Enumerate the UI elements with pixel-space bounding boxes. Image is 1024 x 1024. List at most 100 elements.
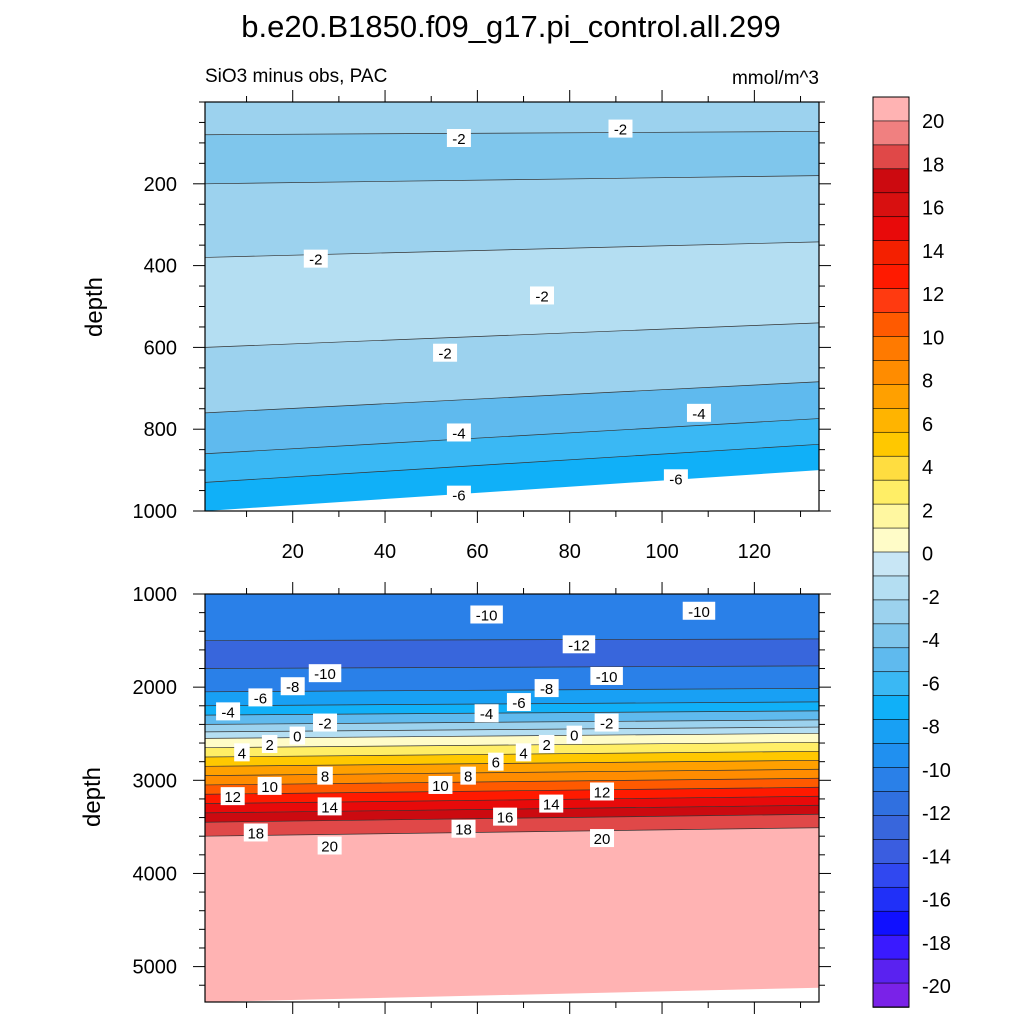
colorbar-swatch — [872, 599, 910, 625]
y-tick-label: 800 — [144, 419, 177, 441]
contour-label: -2 — [594, 713, 619, 733]
svg-text:8: 8 — [464, 769, 472, 786]
contour-label: 4 — [515, 743, 532, 762]
contour-line — [205, 665, 819, 669]
svg-text:2: 2 — [542, 737, 550, 754]
svg-text:-4: -4 — [452, 425, 465, 442]
svg-text:-6: -6 — [452, 488, 465, 505]
contour-label: 20 — [317, 836, 342, 856]
svg-text:-6: -6 — [254, 690, 267, 707]
contour-label: -4 — [474, 704, 499, 723]
colorbar-swatch — [872, 791, 910, 817]
svg-text:2: 2 — [265, 737, 273, 754]
colorbar-swatch — [872, 96, 910, 122]
colorbar-swatch — [872, 336, 910, 362]
contour-band — [205, 418, 819, 483]
contour-line — [205, 750, 819, 758]
colorbar-label: 0 — [922, 544, 933, 566]
y-tick-label: 5000 — [133, 957, 178, 979]
contour-band — [205, 594, 819, 641]
contour-label: -10 — [682, 601, 716, 621]
colorbar: 20181614121086420-2-4-6-8-10-12-14-16-18… — [872, 96, 951, 1008]
lower-panel: -10 -10-12-10 -10-8 -8-6 -6-4 -4-2 -20 02 24 468 8… — [133, 582, 831, 1014]
svg-text:-8: -8 — [286, 679, 299, 696]
svg-text:-4: -4 — [221, 704, 234, 721]
svg-text:10: 10 — [261, 779, 278, 796]
svg-text:-2: -2 — [614, 122, 627, 139]
svg-text:-6: -6 — [669, 471, 682, 488]
svg-text:4: 4 — [519, 745, 527, 762]
colorbar-label: 16 — [922, 198, 944, 220]
contour-line — [205, 786, 819, 795]
contour-line — [205, 777, 819, 786]
svg-text:-2: -2 — [452, 131, 465, 148]
svg-text:-10: -10 — [314, 666, 336, 683]
contour-line — [205, 381, 819, 414]
contour-label: -6 — [663, 469, 688, 488]
contour-line — [205, 759, 819, 767]
contour-band — [205, 827, 819, 1002]
contour-label: -4 — [216, 702, 241, 721]
colorbar-swatch — [872, 384, 910, 410]
colorbar-swatch — [872, 982, 910, 1008]
colorbar-swatch — [872, 551, 910, 577]
contour-band — [205, 665, 819, 692]
svg-text:-2: -2 — [309, 252, 322, 269]
contour-line — [205, 741, 819, 749]
svg-text:18: 18 — [455, 822, 472, 839]
colorbar-swatch — [872, 431, 910, 458]
contour-line — [205, 768, 819, 776]
contour-band — [205, 131, 819, 184]
contour-line — [205, 732, 819, 739]
contour-label: -2 — [446, 128, 471, 148]
svg-text:6: 6 — [492, 755, 500, 772]
svg-text:12: 12 — [594, 784, 611, 801]
contour-label: -2 — [530, 286, 555, 305]
svg-text:-4: -4 — [480, 706, 493, 723]
colorbar-swatch — [872, 767, 910, 793]
svg-text:-8: -8 — [540, 681, 553, 698]
colorbar-label: -6 — [922, 673, 940, 695]
colorbar-swatch — [872, 623, 910, 649]
contour-line — [205, 322, 819, 348]
contour-line — [205, 638, 819, 641]
contour-label: -10 — [308, 664, 342, 683]
colorbar-swatch — [872, 312, 910, 338]
colorbar-swatch — [872, 360, 910, 386]
contour-band — [205, 444, 819, 511]
contour-line — [205, 795, 819, 804]
x-tick-label: 80 — [559, 541, 581, 563]
svg-text:-12: -12 — [568, 637, 590, 654]
upper-panel: -2 -2 -2 -2 -2 -4 -4 -6 -6 200 400 600 800 1000 20 40 60… — [133, 90, 831, 563]
contour-band — [205, 733, 819, 748]
colorbar-swatch — [872, 934, 910, 960]
svg-text:10: 10 — [432, 778, 449, 795]
colorbar-swatch — [872, 144, 910, 170]
y-tick-label: 1000 — [133, 584, 178, 606]
contour-line — [205, 131, 819, 136]
contour-band — [205, 638, 819, 669]
svg-text:-2: -2 — [438, 346, 451, 363]
colorbar-label: 2 — [922, 500, 933, 522]
colorbar-swatch — [872, 743, 910, 769]
contour-band — [205, 727, 819, 739]
svg-text:18: 18 — [247, 825, 264, 842]
colorbar-swatch — [872, 503, 910, 529]
colorbar-label: 10 — [922, 327, 944, 349]
contour-line — [205, 719, 819, 725]
contour-label: -8 — [280, 677, 305, 696]
colorbar-swatch — [872, 958, 910, 984]
colorbar-swatch — [872, 288, 910, 314]
colorbar-label: -2 — [922, 587, 940, 609]
colorbar-label: 6 — [922, 414, 933, 436]
contour-label: 4 — [234, 743, 250, 762]
lower-y-axis-label: depth — [79, 767, 106, 827]
contour-band — [205, 322, 819, 413]
colorbar-swatch — [872, 192, 910, 218]
contour-line — [205, 710, 819, 716]
chart-title: b.e20.B1850.f09_g17.pi_control.all.299 — [241, 9, 781, 44]
colorbar-swatch — [872, 863, 910, 889]
y-tick-label: 200 — [144, 174, 177, 196]
colorbar-swatch — [872, 240, 910, 266]
svg-text:4: 4 — [238, 745, 246, 762]
